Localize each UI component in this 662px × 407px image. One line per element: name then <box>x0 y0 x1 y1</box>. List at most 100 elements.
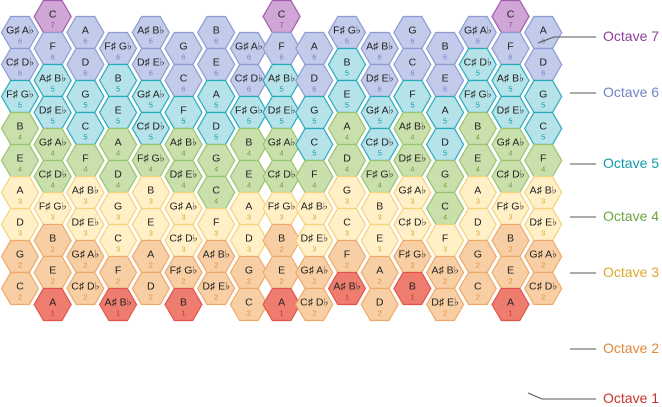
hex-key-octave: 5 <box>214 133 218 142</box>
octave-label: Octave 2 <box>603 340 660 356</box>
hex-key-note: F♯ G♭ <box>235 105 263 117</box>
hex-key: D♯ E♭2 <box>425 287 465 322</box>
hex-key-note: D <box>343 153 351 165</box>
hex-key-shape <box>98 287 138 322</box>
hex-key: C♯ D♭4 <box>33 159 72 194</box>
hex-key-octave: 1 <box>116 309 120 318</box>
hex-key-note: C <box>278 9 286 21</box>
hex-key: D5 <box>425 127 465 162</box>
hex-key-note: F <box>82 153 88 165</box>
hex-key-octave: 6 <box>410 37 414 46</box>
hex-key-note: D <box>82 57 90 69</box>
hex-key-octave: 3 <box>116 213 120 222</box>
hex-key: C♯ D♭5 <box>360 127 399 162</box>
hex-key: C♯ D♭4 <box>262 159 301 194</box>
hex-key-note: G♯ A♭ <box>529 249 557 261</box>
hex-key-octave: 1 <box>345 293 349 302</box>
hex-key-note: G <box>310 105 318 117</box>
hex-key-octave: 6 <box>476 37 480 46</box>
hex-key-note: F <box>278 41 284 53</box>
hex-key-octave: 5 <box>312 149 316 158</box>
hex-key-octave: 2 <box>312 277 316 286</box>
hex-key-octave: 2 <box>541 261 545 270</box>
hex-key-note: F <box>311 169 317 181</box>
hex-key-note: A <box>376 265 383 277</box>
hex-key-octave: 2 <box>181 277 185 286</box>
hex-key-octave: 3 <box>149 197 153 206</box>
hex-key-note: D <box>147 281 155 293</box>
hex-key-note: G♯ A♭ <box>497 137 525 149</box>
hex-key-note: A♯ B♭ <box>399 121 426 133</box>
hex-key-note: A♯ B♭ <box>72 185 99 197</box>
hex-key-octave: 5 <box>443 149 447 158</box>
hex-key-octave: 4 <box>51 181 55 190</box>
hex-key-note: B <box>16 121 23 133</box>
hex-key: G♯ A♭5 <box>360 95 399 130</box>
hex-key: A♯ B♭6 <box>131 15 170 50</box>
hex-key: F4 <box>295 159 334 194</box>
hex-key: D♯ E♭6 <box>131 47 170 82</box>
hex-key-octave: 6 <box>312 53 316 62</box>
hex-key: C4 <box>425 191 465 226</box>
hex-key-note: A♯ B♭ <box>203 249 230 261</box>
hex-key: G♯ A♭6 <box>458 15 497 50</box>
hex-key: G♯ A♭4 <box>33 127 72 162</box>
hex-key: A♯ B♭3 <box>295 191 334 226</box>
hex-key: A1 <box>262 287 301 322</box>
hex-key-octave: 2 <box>214 261 218 270</box>
hex-key-octave: 6 <box>149 37 153 46</box>
hex-key-note: G <box>343 185 351 197</box>
hex-key: C♯ D♭6 <box>229 63 269 98</box>
hex-key-note: G <box>474 249 482 261</box>
hex-key-note: C <box>409 57 417 69</box>
hex-key: G3 <box>98 191 138 226</box>
hex-key-octave: 5 <box>541 101 545 110</box>
hex-key-note: A <box>343 121 350 133</box>
hex-key-octave: 4 <box>476 165 480 174</box>
hex-key: A♯ B♭5 <box>491 63 530 98</box>
hex-key-note: D <box>114 169 122 181</box>
hex-key: G♯ A♭3 <box>164 191 203 226</box>
hex-key: E6 <box>425 63 465 98</box>
hex-key-note: A <box>474 185 481 197</box>
hex-key-note: E <box>147 217 154 229</box>
hex-key-octave: 3 <box>476 197 480 206</box>
hex-key: F♯ G♭5 <box>0 79 40 114</box>
hex-key-octave: 6 <box>443 53 447 62</box>
hex-key-note: D <box>16 217 24 229</box>
hex-key: D4 <box>327 143 367 178</box>
hex-key-octave: 5 <box>149 101 153 110</box>
hex-key-octave: 2 <box>280 277 284 286</box>
hex-key-note: D♯ E♭ <box>137 57 165 69</box>
hex-key-octave: 5 <box>508 85 512 94</box>
hex-key-octave: 2 <box>410 261 414 270</box>
hex-key: C5 <box>66 111 105 146</box>
hex-key: A♯ B♭2 <box>197 239 236 274</box>
hex-key-octave: 2 <box>345 261 349 270</box>
hex-key: C7 <box>491 0 530 34</box>
hex-key-note: B <box>442 41 449 53</box>
octave-label: Octave 3 <box>603 264 660 280</box>
hex-key: B6 <box>197 15 236 50</box>
hex-key: E3 <box>131 207 170 242</box>
hex-key: F♯ G♭2 <box>164 255 203 290</box>
hex-key-octave: 5 <box>181 117 185 126</box>
hex-key: F♯ G♭6 <box>327 15 367 50</box>
hex-key: C♯ D♭3 <box>393 207 432 242</box>
hex-key-octave: 4 <box>214 197 218 206</box>
hex-key: B3 <box>131 175 170 210</box>
hex-key-octave: 5 <box>83 133 87 142</box>
hex-key: D♯ E♭2 <box>197 271 236 306</box>
hex-key-note: C <box>212 185 220 197</box>
hex-key-octave: 6 <box>18 37 22 46</box>
hex-key-octave: 5 <box>443 117 447 126</box>
hex-key-shape <box>229 287 269 322</box>
hex-key: B1 <box>393 271 432 306</box>
hex-key-note: A♯ B♭ <box>497 73 524 85</box>
hex-key-note: G <box>212 153 220 165</box>
hex-key-note: G♯ A♭ <box>137 89 165 101</box>
hex-key: A5 <box>425 95 465 130</box>
hex-key-octave: 3 <box>312 213 316 222</box>
hex-key-octave: 6 <box>51 53 55 62</box>
hex-key: B4 <box>458 111 497 146</box>
